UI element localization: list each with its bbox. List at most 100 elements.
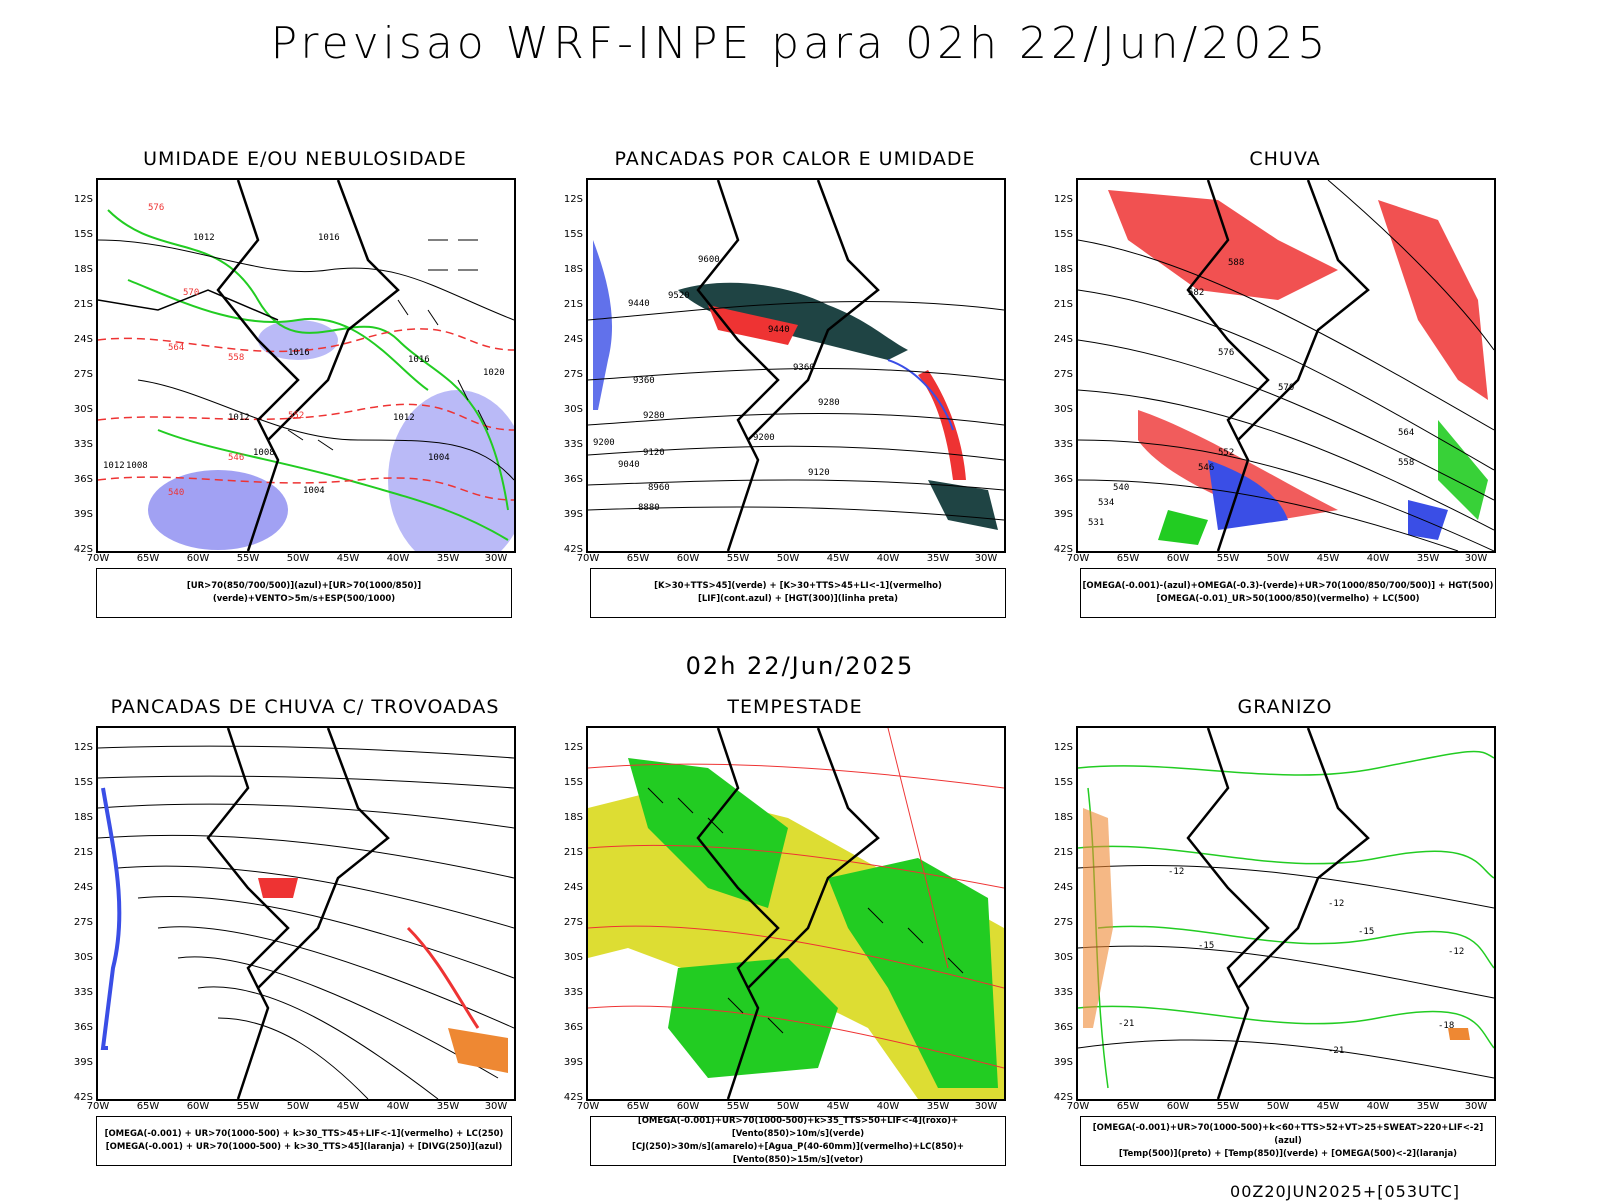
lat-axis-p3: 12S 15S 18S 21S 24S 27S 30S 33S 36S 39S 42S	[1053, 194, 1073, 555]
map-chuva-plot: 588 582 576 570 564 558 552 546 540 534 …	[1078, 180, 1494, 551]
map-umidade: 1012 1016 1016 1012 1008 1004 1012 1016 …	[96, 178, 516, 553]
map-chuva: 588 582 576 570 564 558 552 546 540 534 …	[1076, 178, 1496, 553]
isobar-label: 1008	[126, 461, 148, 471]
legend-line: [OMEGA(-0.001)-(azul)+OMEGA(-0.3)-(verde…	[1082, 581, 1494, 591]
legend-line: [CJ(250)>30m/s](amarelo)+[Agua_P(40-60mm…	[631, 1142, 965, 1165]
legend-line: [K>30+TTS>45](verde) + [K>30+TTS>45+LI<-…	[654, 581, 942, 591]
map-pancadas-calor: 9600 9520 9440 9440 9360 9360 9280 9280 …	[586, 178, 1006, 553]
panel-title-umidade: UMIDADE E/OU NEBULOSIDADE	[143, 148, 467, 170]
map-tempestade-plot	[588, 728, 1004, 1099]
temp-label: -12	[1168, 867, 1184, 877]
map-trovoadas	[96, 726, 516, 1101]
forecast-time-title: 02h 22/Jun/2025	[685, 652, 915, 680]
hgt-label: 8880	[638, 503, 660, 513]
temp-label: -12	[1448, 947, 1464, 957]
lon-axis-p3: 70W 65W 60W 55W 50W 45W 40W 35W 30W	[1066, 553, 1488, 564]
lat-axis-p1: 12S 15S 18S 21S 24S 27S 30S 33S 36S 39S 42S	[73, 194, 93, 555]
legend-tempestade: [OMEGA(-0.001)+UR>70(1000-500)+k>35_TTS>…	[590, 1116, 1006, 1166]
hgt500-label: 576	[1218, 348, 1234, 358]
thickness-label: 540	[168, 488, 184, 498]
map-trovoadas-plot	[98, 728, 514, 1099]
lat-axis-p6: 12S 15S 18S 21S 24S 27S 30S 33S 36S 39S 42S	[1053, 742, 1073, 1103]
panel-title-granizo: GRANIZO	[1237, 696, 1333, 718]
isobar-label: 1012	[193, 233, 215, 243]
isobar-label: 1008	[253, 448, 275, 458]
isobar-label: 1012	[228, 413, 250, 423]
hgt500-label: 552	[1218, 448, 1234, 458]
lat-axis-p4: 12S 15S 18S 21S 24S 27S 30S 33S 36S 39S 42S	[73, 742, 93, 1103]
hgt500-label: 588	[1228, 258, 1244, 268]
hgt500-label: 570	[1278, 383, 1294, 393]
legend-granizo: [OMEGA(-0.001)+UR>70(1000-500)+k<60+TTS>…	[1080, 1116, 1496, 1166]
lon-axis-p2: 70W 65W 60W 55W 50W 45W 40W 35W 30W	[576, 553, 998, 564]
lon-axis-p1: 70W 65W 60W 55W 50W 45W 40W 35W 30W	[86, 553, 508, 564]
map-umidade-plot: 1012 1016 1016 1012 1008 1004 1012 1016 …	[98, 180, 514, 551]
legend-line: [UR>70(850/700/500)](azul)+[UR>70(1000/8…	[186, 581, 422, 604]
hgt500-label: 558	[1398, 458, 1414, 468]
hgt500-label: 546	[1198, 463, 1214, 473]
isobar-label: 1004	[428, 453, 450, 463]
thickness-label: 570	[183, 288, 199, 298]
thickness-label: 576	[148, 203, 164, 213]
map-granizo-plot: -12 -12 -15 -15 -12 -21 -21 -18	[1078, 728, 1494, 1099]
hgt-label: 9280	[643, 411, 665, 421]
run-timestamp: 00Z20JUN2025+[053UTC]	[1230, 1182, 1460, 1201]
panel-title-tempestade: TEMPESTADE	[727, 696, 863, 718]
hgt-label: 9120	[643, 448, 665, 458]
legend-trovoadas: [OMEGA(-0.001) + UR>70(1000-500) + k>30_…	[96, 1116, 512, 1166]
thickness-label: 558	[228, 353, 244, 363]
legend-umidade: [UR>70(850/700/500)](azul)+[UR>70(1000/8…	[96, 568, 512, 618]
temp-label: -15	[1198, 941, 1214, 951]
hgt-label: 9280	[818, 398, 840, 408]
hgt-label: 9360	[793, 363, 815, 373]
temp-label: -18	[1438, 1021, 1454, 1031]
hgt-label: 9200	[593, 438, 615, 448]
legend-pancadas-calor: [K>30+TTS>45](verde) + [K>30+TTS>45+LI<-…	[590, 568, 1006, 618]
hgt-label: 9600	[698, 255, 720, 265]
legend-line: [Temp(500)](preto) + [Temp(850)](verde) …	[1118, 1148, 1458, 1159]
lat-axis-p2: 12S 15S 18S 21S 24S 27S 30S 33S 36S 39S 42S	[563, 194, 583, 555]
legend-line: [OMEGA(-0.001) + UR>70(1000-500) + k>30_…	[105, 1142, 503, 1152]
map-tempestade	[586, 726, 1006, 1101]
hgt-label: 9040	[618, 460, 640, 470]
lon-axis-p4: 70W 65W 60W 55W 50W 45W 40W 35W 30W	[86, 1101, 508, 1112]
isobar-label: 1012	[393, 413, 415, 423]
hgt-label: 9200	[753, 433, 775, 443]
legend-line: [LIF](cont.azul) + [HGT(300)](linha pret…	[697, 594, 899, 604]
isobar-label: 1016	[288, 348, 310, 358]
temp-label: -15	[1358, 927, 1374, 937]
hgt500-label: 534	[1098, 498, 1114, 508]
isobar-label: 1016	[318, 233, 340, 243]
hgt500-label: 531	[1088, 518, 1104, 528]
hgt-label: 8960	[648, 483, 670, 493]
lat-axis-p5: 12S 15S 18S 21S 24S 27S 30S 33S 36S 39S 42S	[563, 742, 583, 1103]
hgt500-label: 582	[1188, 288, 1204, 298]
hgt-label: 9440	[628, 299, 650, 309]
hgt-label: 9520	[668, 291, 690, 301]
panel-title-chuva: CHUVA	[1249, 148, 1321, 170]
legend-line: [OMEGA(-0.001)+UR>70(1000-500)+k>35_TTS>…	[637, 1116, 959, 1139]
panel-title-pancadas-calor: PANCADAS POR CALOR E UMIDADE	[614, 148, 976, 170]
hgt-label: 9440	[768, 325, 790, 335]
thickness-label: 564	[168, 343, 184, 353]
hgt-label: 9360	[633, 376, 655, 386]
main-title: Previsao WRF-INPE para 02h 22/Jun/2025	[270, 18, 1330, 69]
isobar-label: 1012	[103, 461, 125, 471]
hgt500-label: 564	[1398, 428, 1414, 438]
legend-chuva: [OMEGA(-0.001)-(azul)+OMEGA(-0.3)-(verde…	[1080, 568, 1496, 618]
temp-label: -21	[1118, 1019, 1134, 1029]
hgt-label: 9120	[808, 468, 830, 478]
temp-label: -21	[1328, 1046, 1344, 1056]
isobar-label: 1016	[408, 355, 430, 365]
thickness-label: 546	[228, 453, 244, 463]
legend-line: [OMEGA(-0.001) + UR>70(1000-500) + k>30_…	[104, 1129, 504, 1139]
legend-line: [OMEGA(-0.01)_UR>50(1000/850)(vermelho) …	[1156, 594, 1420, 604]
map-pancadas-calor-plot: 9600 9520 9440 9440 9360 9360 9280 9280 …	[588, 180, 1004, 551]
lon-axis-p5: 70W 65W 60W 55W 50W 45W 40W 35W 30W	[576, 1101, 998, 1112]
lon-axis-p6: 70W 65W 60W 55W 50W 45W 40W 35W 30W	[1066, 1101, 1488, 1112]
isobar-label: 1020	[483, 368, 505, 378]
isobar-label: 1004	[303, 486, 325, 496]
panel-title-trovoadas: PANCADAS DE CHUVA C/ TROVOADAS	[110, 696, 500, 718]
thickness-label: 552	[288, 411, 304, 421]
legend-line: [OMEGA(-0.001)+UR>70(1000-500)+k<60+TTS>…	[1092, 1122, 1484, 1146]
